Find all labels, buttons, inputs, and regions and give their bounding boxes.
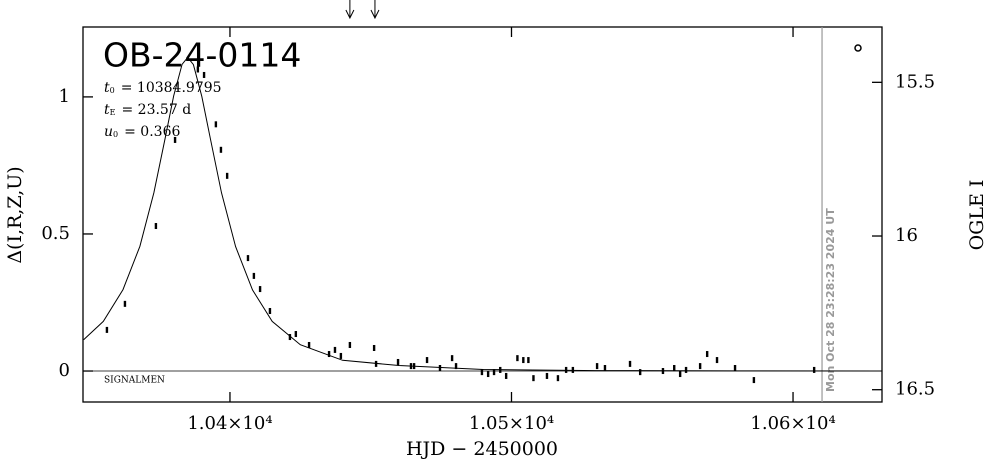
ogle-marker xyxy=(854,44,862,52)
data-point xyxy=(499,366,502,373)
y-tick-label: 0.5 xyxy=(41,223,70,244)
data-point xyxy=(705,351,709,358)
data-point xyxy=(105,326,109,333)
x-tick-label: 1.06×10⁴ xyxy=(750,413,835,434)
now-label: Mon Oct 28 23:28:23 2024 UT xyxy=(824,208,837,392)
data-point xyxy=(374,360,378,367)
data-point xyxy=(628,360,632,367)
arrow xyxy=(370,0,380,20)
data-point xyxy=(268,307,272,314)
param-value: = 23.57 d xyxy=(121,102,191,118)
data-point xyxy=(214,121,218,128)
data-point xyxy=(307,341,311,348)
data-point xyxy=(504,372,508,379)
data-point xyxy=(527,357,530,364)
data-point xyxy=(678,371,682,378)
data-point xyxy=(294,331,298,338)
x-tick-label: 1.04×10⁴ xyxy=(187,413,272,434)
data-point xyxy=(516,355,519,362)
arrow xyxy=(345,0,355,20)
data-point xyxy=(812,366,816,373)
x-axis-label: HJD − 2450000 xyxy=(406,438,558,459)
data-point xyxy=(545,372,549,379)
y-tick-label: 1 xyxy=(59,86,70,107)
param-symbol: u xyxy=(104,124,113,140)
y2-tick-label: 15.5 xyxy=(895,71,935,92)
data-point xyxy=(715,357,719,364)
data-point xyxy=(333,346,337,353)
data-point xyxy=(571,366,575,373)
parameter: tE = 23.57 d xyxy=(104,102,191,118)
param-sub: E xyxy=(110,108,116,117)
note: SIGNALMEN xyxy=(104,376,165,386)
chart-title: OB-24-0114 xyxy=(103,36,301,75)
data-point xyxy=(123,300,127,307)
data-point xyxy=(564,366,568,373)
y-tick-label: 0 xyxy=(59,360,70,381)
data-point xyxy=(425,357,429,364)
parameter: t0 = 10384.9795 xyxy=(104,80,222,96)
data-point xyxy=(752,377,756,384)
data-point xyxy=(154,223,158,230)
data-point xyxy=(288,334,292,341)
y-axis-label: Δ(I,R,Z,U) xyxy=(4,166,26,263)
param-sub: 0 xyxy=(110,86,115,95)
data-point xyxy=(556,375,560,382)
data-point xyxy=(733,365,737,372)
param-value: = 0.366 xyxy=(124,124,180,140)
data-point xyxy=(522,357,525,364)
data-point xyxy=(673,365,676,372)
data-point xyxy=(492,369,496,376)
plot-frame xyxy=(82,26,883,403)
data-point xyxy=(412,363,416,370)
x-tick-label: 1.05×10⁴ xyxy=(469,413,554,434)
data-point xyxy=(246,255,250,262)
data-point xyxy=(698,363,702,370)
data-point xyxy=(348,341,352,348)
data-point xyxy=(196,66,200,73)
data-point xyxy=(339,352,343,359)
data-point xyxy=(202,71,206,78)
data-point xyxy=(225,172,229,179)
data-point xyxy=(595,363,599,370)
data-point xyxy=(684,366,688,373)
data-point xyxy=(603,365,607,372)
data-point xyxy=(454,363,458,370)
y2-axis-label: OGLE I xyxy=(966,180,986,251)
data-point xyxy=(438,365,442,372)
data-point xyxy=(480,369,484,376)
data-point xyxy=(173,136,177,143)
data-point xyxy=(252,272,256,279)
data-point xyxy=(486,371,490,378)
data-point xyxy=(219,146,223,153)
param-value: = 10384.9795 xyxy=(121,80,222,96)
parameter: u0 = 0.366 xyxy=(104,124,180,140)
data-point xyxy=(372,344,376,351)
data-point xyxy=(661,368,665,375)
data-point xyxy=(532,375,535,382)
data-point xyxy=(327,351,331,358)
data-point xyxy=(450,355,454,362)
data-point xyxy=(258,286,262,293)
y2-tick-label: 16 xyxy=(895,225,918,246)
y2-tick-label: 16.5 xyxy=(895,379,935,400)
data-point xyxy=(396,358,400,365)
data-point xyxy=(409,363,413,370)
model-curve xyxy=(83,56,883,372)
param-symbol: t xyxy=(104,102,110,118)
param-symbol: t xyxy=(104,80,110,96)
data-point xyxy=(638,369,642,376)
param-sub: 0 xyxy=(113,130,118,139)
